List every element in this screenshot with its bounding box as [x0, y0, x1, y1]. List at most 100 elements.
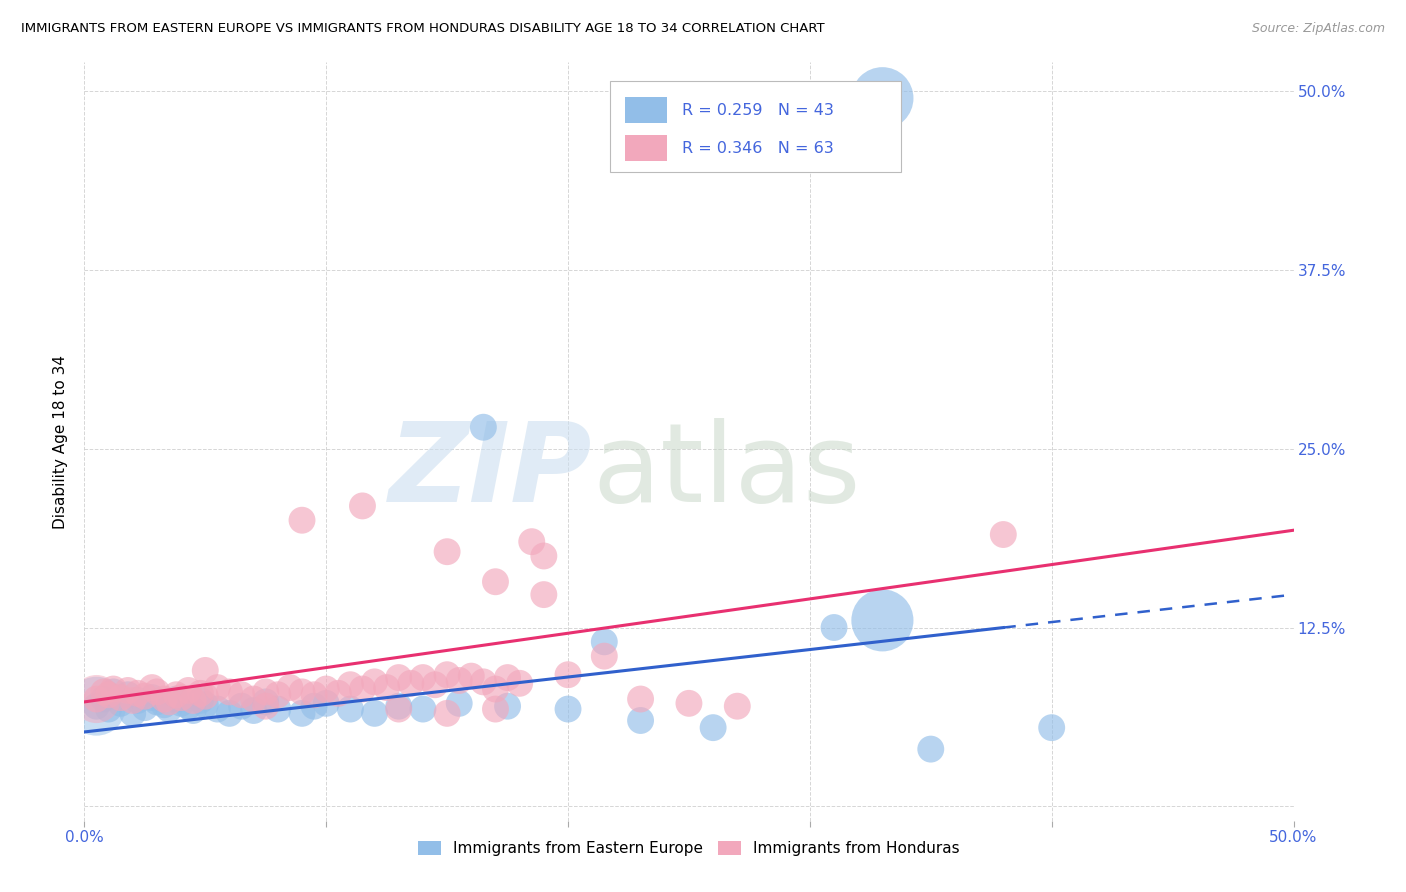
Point	[339, 678, 361, 692]
Point	[86, 699, 108, 714]
Point	[165, 688, 187, 702]
Point	[436, 706, 458, 721]
Point	[496, 671, 519, 685]
Point	[388, 702, 411, 716]
Point	[557, 667, 579, 681]
Text: IMMIGRANTS FROM EASTERN EUROPE VS IMMIGRANTS FROM HONDURAS DISABILITY AGE 18 TO : IMMIGRANTS FROM EASTERN EUROPE VS IMMIGR…	[21, 22, 825, 36]
Point	[509, 676, 531, 690]
Point	[86, 699, 108, 714]
Point	[218, 685, 240, 699]
Point	[254, 695, 277, 709]
Point	[399, 676, 422, 690]
FancyBboxPatch shape	[624, 135, 668, 161]
Point	[190, 693, 212, 707]
FancyBboxPatch shape	[624, 97, 668, 123]
Point	[630, 714, 652, 728]
Point	[630, 692, 652, 706]
Point	[725, 699, 748, 714]
Point	[242, 704, 264, 718]
Point	[194, 698, 217, 712]
Point	[302, 699, 325, 714]
Point	[165, 692, 187, 706]
Text: R = 0.346   N = 63: R = 0.346 N = 63	[682, 141, 834, 155]
Point	[412, 671, 434, 685]
Point	[157, 695, 180, 709]
Point	[207, 681, 229, 695]
Point	[375, 681, 398, 695]
Point	[302, 688, 325, 702]
Point	[496, 699, 519, 714]
Point	[472, 420, 495, 434]
Point	[872, 613, 894, 627]
Point	[170, 690, 193, 705]
Point	[412, 702, 434, 716]
Y-axis label: Disability Age 18 to 34: Disability Age 18 to 34	[53, 354, 69, 529]
Point	[593, 649, 616, 664]
Point	[484, 681, 506, 696]
Point	[181, 704, 204, 718]
Point	[254, 685, 277, 699]
Point	[315, 681, 337, 696]
Point	[218, 706, 240, 721]
Point	[97, 688, 120, 702]
FancyBboxPatch shape	[610, 81, 901, 172]
Point	[242, 692, 264, 706]
Point	[194, 689, 217, 703]
Point	[254, 699, 277, 714]
Point	[153, 698, 176, 712]
Point	[190, 686, 212, 700]
Point	[291, 706, 314, 721]
Point	[134, 689, 156, 703]
Point	[153, 692, 176, 706]
Point	[339, 702, 361, 716]
Point	[352, 681, 374, 696]
Point	[141, 681, 163, 695]
Point	[291, 513, 314, 527]
Point	[231, 688, 253, 702]
Point	[170, 696, 193, 710]
Point	[678, 696, 700, 710]
Point	[388, 699, 411, 714]
Text: Source: ZipAtlas.com: Source: ZipAtlas.com	[1251, 22, 1385, 36]
Point	[449, 673, 471, 688]
Point	[449, 696, 471, 710]
Point	[328, 686, 350, 700]
Point	[117, 683, 139, 698]
Point	[291, 685, 314, 699]
Point	[194, 664, 217, 678]
Point	[363, 674, 385, 689]
Point	[484, 574, 506, 589]
Point	[117, 688, 139, 702]
Point	[110, 690, 132, 705]
Point	[363, 706, 385, 721]
Point	[146, 695, 169, 709]
Point	[436, 667, 458, 681]
Point	[1040, 721, 1063, 735]
Point	[177, 699, 200, 714]
Point	[823, 620, 845, 634]
Point	[533, 549, 555, 563]
Point	[110, 696, 132, 710]
Point	[231, 699, 253, 714]
Point	[352, 499, 374, 513]
Point	[97, 702, 120, 716]
Point	[472, 674, 495, 689]
Text: R = 0.259   N = 43: R = 0.259 N = 43	[682, 103, 834, 118]
Point	[993, 527, 1015, 541]
Point	[103, 685, 125, 699]
Point	[920, 742, 942, 756]
Legend: Immigrants from Eastern Europe, Immigrants from Honduras: Immigrants from Eastern Europe, Immigran…	[412, 835, 966, 863]
Point	[484, 702, 506, 716]
Point	[702, 721, 724, 735]
Point	[121, 706, 143, 721]
Point	[460, 669, 482, 683]
Point	[520, 534, 543, 549]
Point	[388, 671, 411, 685]
Point	[207, 702, 229, 716]
Point	[127, 693, 149, 707]
Point	[533, 588, 555, 602]
Point	[146, 685, 169, 699]
Text: ZIP: ZIP	[388, 418, 592, 525]
Point	[315, 696, 337, 710]
Point	[127, 686, 149, 700]
